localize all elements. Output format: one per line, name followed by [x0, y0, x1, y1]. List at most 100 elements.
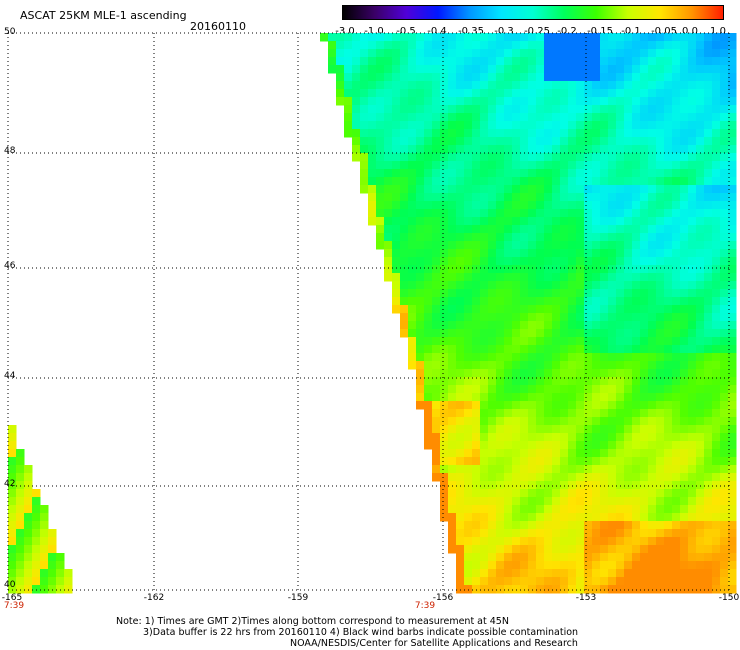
wind-cell — [464, 377, 473, 386]
wind-cell — [712, 449, 721, 458]
wind-cell — [448, 121, 457, 130]
wind-cell — [688, 337, 697, 346]
wind-cell — [640, 233, 649, 242]
wind-cell — [592, 481, 601, 490]
wind-cell — [440, 41, 449, 50]
wind-cell — [648, 377, 657, 386]
wind-cell — [664, 89, 673, 98]
wind-cell — [568, 217, 577, 226]
wind-cell — [352, 121, 361, 130]
wind-cell — [584, 89, 593, 98]
wind-cell — [416, 105, 425, 114]
wind-cell — [624, 193, 633, 202]
wind-cell — [384, 265, 393, 274]
wind-cell — [392, 177, 401, 186]
wind-cell — [576, 361, 585, 370]
wind-cell — [440, 33, 449, 42]
wind-cell — [592, 121, 601, 130]
wind-cell — [496, 185, 505, 194]
wind-cell — [640, 105, 649, 114]
wind-cell — [568, 417, 577, 426]
wind-cell — [728, 233, 737, 242]
wind-cell — [528, 505, 537, 514]
wind-cell — [536, 97, 545, 106]
wind-cell — [424, 361, 433, 370]
wind-cell — [584, 233, 593, 242]
wind-cell — [568, 137, 577, 146]
wind-cell — [632, 249, 641, 258]
wind-cell — [416, 169, 425, 178]
wind-cell — [40, 569, 49, 578]
wind-cell — [616, 337, 625, 346]
wind-cell — [648, 417, 657, 426]
wind-cell — [592, 513, 601, 522]
wind-cell — [664, 97, 673, 106]
wind-cell — [664, 113, 673, 122]
wind-cell — [680, 57, 689, 66]
wind-cell — [720, 561, 729, 570]
wind-cell — [464, 393, 473, 402]
graticule — [7, 32, 730, 591]
wind-cell — [648, 561, 657, 570]
wind-cell — [344, 65, 353, 74]
wind-cell — [584, 161, 593, 170]
wind-cell — [464, 57, 473, 66]
wind-cell — [512, 105, 521, 114]
wind-cell — [544, 217, 553, 226]
wind-cell — [552, 529, 561, 538]
wind-cell — [624, 177, 633, 186]
wind-cell — [568, 489, 577, 498]
wind-cell — [360, 113, 369, 122]
wind-cell — [656, 81, 665, 90]
wind-cell — [632, 65, 641, 74]
wind-cell — [728, 385, 737, 394]
wind-cell — [560, 161, 569, 170]
wind-cell — [648, 385, 657, 394]
wind-cell — [520, 497, 529, 506]
wind-cell — [600, 57, 609, 66]
wind-cell — [400, 289, 409, 298]
wind-cell — [656, 257, 665, 266]
wind-cell — [512, 177, 521, 186]
wind-cell — [696, 225, 705, 234]
wind-cell — [32, 545, 41, 554]
wind-cell — [392, 169, 401, 178]
wind-cell — [648, 481, 657, 490]
wind-cell — [656, 505, 665, 514]
wind-cell — [656, 289, 665, 298]
wind-cell — [528, 233, 537, 242]
wind-cell — [368, 153, 377, 162]
wind-cell — [488, 73, 497, 82]
wind-cell — [496, 281, 505, 290]
wind-cell — [696, 209, 705, 218]
wind-cell — [384, 65, 393, 74]
wind-cell — [688, 177, 697, 186]
wind-cell — [496, 553, 505, 562]
wind-cell — [384, 257, 393, 266]
wind-cell — [552, 313, 561, 322]
wind-cell — [408, 225, 417, 234]
wind-cell — [496, 41, 505, 50]
wind-cell — [680, 49, 689, 58]
wind-cell — [8, 561, 17, 570]
wind-cell — [360, 65, 369, 74]
wind-cell — [656, 281, 665, 290]
wind-cell — [472, 577, 481, 586]
wind-cell — [456, 361, 465, 370]
wind-cell — [384, 97, 393, 106]
wind-cell — [560, 113, 569, 122]
wind-cell — [432, 193, 441, 202]
wind-cell — [456, 529, 465, 538]
wind-cell — [416, 265, 425, 274]
wind-cell — [360, 73, 369, 82]
wind-cell — [616, 441, 625, 450]
wind-cell — [400, 329, 409, 338]
wind-cell — [672, 209, 681, 218]
wind-cell — [624, 57, 633, 66]
wind-cell — [424, 417, 433, 426]
wind-cell — [536, 561, 545, 570]
wind-cell — [552, 289, 561, 298]
wind-cell — [680, 217, 689, 226]
wind-cell — [696, 41, 705, 50]
wind-cell — [600, 289, 609, 298]
